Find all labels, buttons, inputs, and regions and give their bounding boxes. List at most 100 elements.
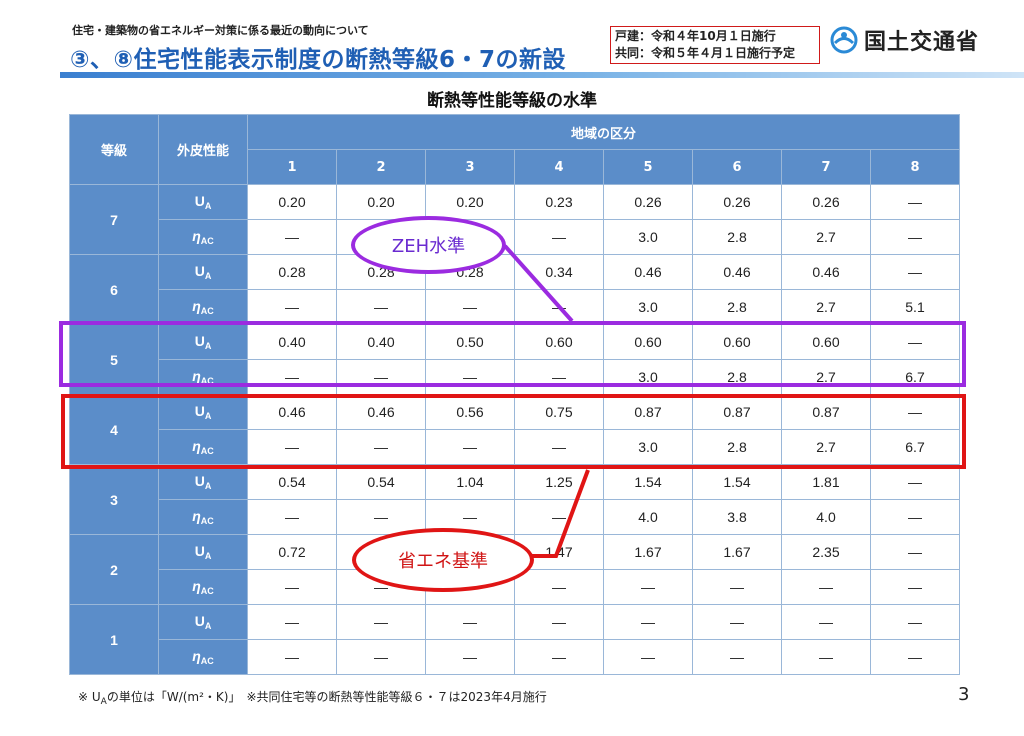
value-cell: ― bbox=[870, 464, 960, 500]
value-cell: 1.54 bbox=[692, 464, 782, 500]
header-subtitle: 住宅・建築物の省エネルギー対策に係る最近の動向について bbox=[72, 24, 369, 37]
metric-ua-label: UA bbox=[158, 534, 248, 570]
value-cell: 3.0 bbox=[603, 359, 693, 395]
metric-subscript: AC bbox=[200, 236, 214, 246]
value-cell: ― bbox=[425, 604, 515, 640]
page-number: 3 bbox=[958, 684, 970, 705]
value-cell: 1.67 bbox=[692, 534, 782, 570]
value-cell: ― bbox=[247, 639, 337, 675]
value-cell: 2.7 bbox=[781, 429, 871, 465]
value-cell: ― bbox=[870, 324, 960, 360]
value-cell: ― bbox=[603, 639, 693, 675]
value-cell: 2.7 bbox=[781, 359, 871, 395]
value-cell: ― bbox=[336, 289, 426, 325]
value-cell: 0.60 bbox=[514, 324, 604, 360]
metric-eta-label: ηAC bbox=[158, 219, 248, 255]
value-cell: 0.20 bbox=[336, 184, 426, 220]
value-cell: 0.26 bbox=[781, 184, 871, 220]
metric-subscript: A bbox=[204, 481, 212, 491]
value-cell: ― bbox=[781, 639, 871, 675]
footnote-text: の単位は「W/(m²・K)」 ※共同住宅等の断熱等性能等級６・７は2023年4月… bbox=[106, 690, 547, 704]
value-cell: ― bbox=[692, 569, 782, 605]
value-cell: ― bbox=[336, 499, 426, 535]
col-header-grade: 等級 bbox=[69, 114, 159, 185]
value-cell: 3.0 bbox=[603, 219, 693, 255]
value-cell: 3.0 bbox=[603, 429, 693, 465]
value-cell: 2.35 bbox=[781, 534, 871, 570]
region-header-8: 8 bbox=[870, 149, 960, 185]
value-cell: 1.67 bbox=[603, 534, 693, 570]
value-cell: 0.87 bbox=[692, 394, 782, 430]
value-cell: ― bbox=[247, 219, 337, 255]
metric-subscript: AC bbox=[200, 446, 214, 456]
value-cell: 0.23 bbox=[514, 184, 604, 220]
grade-cell-2: 2 bbox=[69, 534, 159, 605]
enforcement-dates-box: 戸建：令和４年10月１日施行 共同：令和５年４月１日施行予定 bbox=[610, 26, 820, 64]
table-row: 5 UA 0.40 0.40 0.50 0.60 0.60 0.60 0.60 ― bbox=[69, 324, 960, 395]
date-detached: 戸建：令和４年10月１日施行 bbox=[615, 29, 776, 43]
table-row: ηAC――――3.02.82.7― bbox=[70, 219, 960, 255]
footnote: ※ UAの単位は「W/(m²・K)」 ※共同住宅等の断熱等性能等級６・７は202… bbox=[78, 688, 547, 707]
metric-symbol: U bbox=[194, 193, 205, 209]
metric-subscript: A bbox=[204, 411, 212, 421]
value-cell: ― bbox=[336, 429, 426, 465]
value-cell: 6.7 bbox=[870, 429, 960, 465]
metric-ua-label: UA bbox=[158, 184, 248, 220]
value-cell: ― bbox=[425, 429, 515, 465]
value-cell: 0.28 bbox=[247, 254, 337, 290]
value-cell: 0.34 bbox=[514, 254, 604, 290]
value-cell: 0.50 bbox=[425, 324, 515, 360]
value-cell: 0.60 bbox=[603, 324, 693, 360]
value-cell: 0.87 bbox=[603, 394, 693, 430]
footnote-prefix: ※ U bbox=[78, 690, 101, 704]
value-cell: ― bbox=[781, 604, 871, 640]
table-row: ηAC ― ― ― ― 3.0 2.8 2.7 6.7 bbox=[70, 359, 960, 395]
region-header-1: 1 bbox=[247, 149, 337, 185]
value-cell: 0.46 bbox=[781, 254, 871, 290]
value-cell: ― bbox=[514, 219, 604, 255]
value-cell: ― bbox=[247, 359, 337, 395]
energy-standard-callout-label: 省エネ基準 bbox=[398, 551, 488, 572]
value-cell: 0.26 bbox=[692, 184, 782, 220]
value-cell: ― bbox=[692, 639, 782, 675]
metric-eta-label: ηAC bbox=[158, 639, 248, 675]
value-cell: 1.54 bbox=[603, 464, 693, 500]
value-cell: 1.81 bbox=[781, 464, 871, 500]
value-cell: 0.60 bbox=[692, 324, 782, 360]
value-cell: ― bbox=[870, 604, 960, 640]
metric-symbol: U bbox=[194, 543, 205, 559]
region-header-4: 4 bbox=[514, 149, 604, 185]
metric-subscript: A bbox=[204, 341, 212, 351]
table-heading: 断熱等性能等級の水準 bbox=[427, 91, 597, 111]
value-cell: ― bbox=[870, 184, 960, 220]
metric-symbol: η bbox=[192, 508, 201, 524]
value-cell: 0.46 bbox=[692, 254, 782, 290]
metric-symbol: η bbox=[192, 298, 201, 314]
ministry-emblem-icon bbox=[830, 26, 858, 54]
metric-subscript: A bbox=[204, 551, 212, 561]
zeh-callout-label: ZEH水準 bbox=[391, 236, 466, 257]
energy-standard-highlight bbox=[61, 394, 966, 469]
value-cell: ― bbox=[336, 639, 426, 675]
value-cell: ― bbox=[514, 639, 604, 675]
value-cell: 4.0 bbox=[781, 499, 871, 535]
value-cell: 0.20 bbox=[425, 184, 515, 220]
page-title: ③、⑧住宅性能表示制度の断熱等級6・7の新設 bbox=[70, 47, 566, 73]
metric-subscript: AC bbox=[200, 656, 214, 666]
value-cell: ― bbox=[514, 499, 604, 535]
value-cell: ― bbox=[603, 569, 693, 605]
table-row: ηAC―――――――― bbox=[70, 569, 960, 605]
value-cell: 2.8 bbox=[692, 359, 782, 395]
value-cell: ― bbox=[603, 604, 693, 640]
table-row: 4 UA 0.46 0.46 0.56 0.75 0.87 0.87 0.87 ― bbox=[69, 394, 960, 465]
table-row: ηAC ― ― ― ― 3.0 2.8 2.7 5.1 bbox=[70, 289, 960, 325]
table-row: ηAC ― ― ― ― 4.0 3.8 4.0 ― bbox=[70, 499, 960, 535]
value-cell: ― bbox=[514, 569, 604, 605]
value-cell: 3.0 bbox=[603, 289, 693, 325]
region-header-2: 2 bbox=[336, 149, 426, 185]
metric-symbol: η bbox=[192, 438, 201, 454]
metric-eta-label: ηAC bbox=[158, 289, 248, 325]
region-header-3: 3 bbox=[425, 149, 515, 185]
metric-subscript: AC bbox=[200, 586, 214, 596]
